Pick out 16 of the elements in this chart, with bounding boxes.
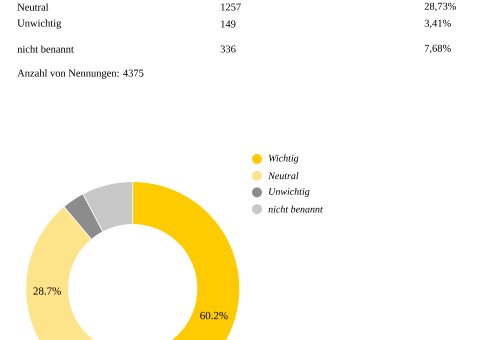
text: 3,41% [424, 20, 451, 28]
text: 149 [221, 20, 236, 28]
legend-label: Unwichtig [269, 188, 310, 197]
legend-label: Neutral [268, 172, 298, 180]
data-label: 60.2% [200, 312, 228, 320]
text: 28,73% [424, 2, 456, 12]
text: Unwichtig [17, 19, 62, 29]
legend-label: Wichtig [268, 154, 298, 164]
text: nicht benannt [17, 45, 74, 53]
text: 336 [220, 45, 236, 53]
text: Anzahl von Nennungen: 4375 [17, 69, 144, 79]
legend-label: nicht benannt [268, 206, 323, 213]
data-label: 28.7% [33, 287, 61, 295]
text: 7,68% [424, 44, 451, 54]
text: Neutral [18, 3, 48, 11]
text: 1257 [221, 3, 241, 11]
